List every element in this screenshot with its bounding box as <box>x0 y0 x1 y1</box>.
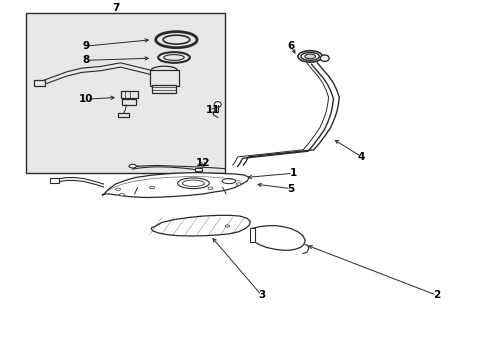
Ellipse shape <box>129 165 136 168</box>
Bar <box>195 168 201 171</box>
Text: 11: 11 <box>205 105 220 115</box>
Text: 1: 1 <box>289 168 296 178</box>
Bar <box>250 228 255 242</box>
Text: 4: 4 <box>357 152 364 162</box>
Bar <box>26 13 224 173</box>
Ellipse shape <box>151 66 177 75</box>
Ellipse shape <box>214 102 221 107</box>
Ellipse shape <box>300 53 319 60</box>
Ellipse shape <box>116 188 120 190</box>
Ellipse shape <box>304 54 315 59</box>
Bar <box>50 178 59 183</box>
Text: 2: 2 <box>432 290 439 300</box>
Text: 5: 5 <box>286 184 294 194</box>
Bar <box>34 80 44 86</box>
Ellipse shape <box>182 180 204 186</box>
Bar <box>118 113 128 117</box>
Ellipse shape <box>163 35 189 44</box>
Ellipse shape <box>163 55 184 60</box>
Ellipse shape <box>225 225 229 227</box>
Ellipse shape <box>222 179 235 184</box>
Ellipse shape <box>297 51 322 62</box>
Ellipse shape <box>119 193 124 196</box>
Bar <box>152 85 176 93</box>
Polygon shape <box>102 172 249 198</box>
Ellipse shape <box>207 187 212 189</box>
Ellipse shape <box>320 55 328 62</box>
Ellipse shape <box>236 183 241 185</box>
Bar <box>149 70 179 86</box>
Ellipse shape <box>149 186 154 189</box>
Bar <box>120 91 137 98</box>
Ellipse shape <box>177 178 209 189</box>
Text: 12: 12 <box>196 158 210 168</box>
Bar <box>122 99 135 105</box>
Text: 3: 3 <box>257 290 264 300</box>
Text: 8: 8 <box>82 55 90 65</box>
Text: 7: 7 <box>112 3 119 13</box>
Text: 9: 9 <box>83 41 90 51</box>
Text: 10: 10 <box>79 94 94 104</box>
Polygon shape <box>151 215 250 236</box>
Text: 6: 6 <box>286 41 294 51</box>
